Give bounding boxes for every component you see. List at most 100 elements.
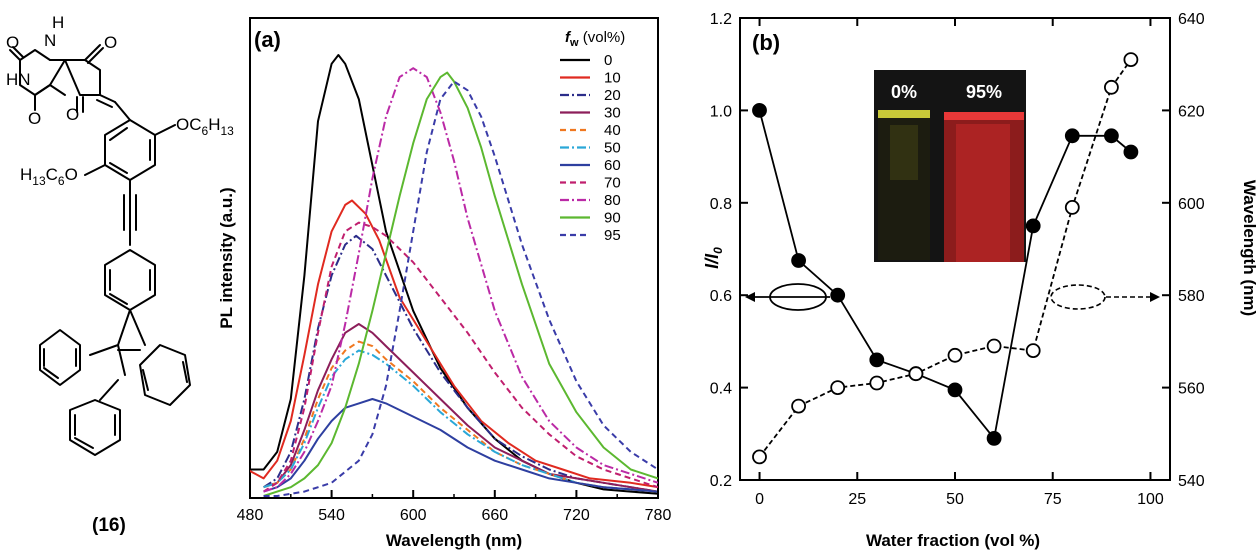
wavelength-point-95 <box>1123 52 1139 67</box>
panel-a-x-tick-label: 540 <box>318 507 345 524</box>
intensity-ratio-point-30 <box>869 352 885 368</box>
atom-label-o-top-left: O <box>6 33 19 52</box>
inset-label-0-percent: 0% <box>891 82 917 102</box>
phenyl-ring-right <box>139 344 191 406</box>
panel-b-x-tick-label: 25 <box>848 491 866 508</box>
panel-a-x-ticks: 480 540 600 660 720 780 <box>237 490 672 524</box>
series-line-wavelength <box>758 59 1132 458</box>
substituent-label-h13c6o: H13C6O <box>20 165 78 188</box>
panel-b-left-tick-label: 0.4 <box>710 381 732 398</box>
chemical-structure <box>9 44 191 456</box>
alkyne-bond <box>123 179 137 246</box>
legend-label-fw-70: 70 <box>604 175 621 192</box>
pl-spectrum-fw-0 <box>250 54 658 495</box>
panel-b-right-tick-label: 620 <box>1178 103 1205 120</box>
pl-spectrum-fw-20 <box>263 234 658 493</box>
panel-b-right-tick-label: 540 <box>1178 473 1205 490</box>
atom-label-o-top-right: O <box>104 33 117 52</box>
legend-title: fw (vol%) <box>565 29 625 49</box>
atom-label-o-bottom: O <box>66 105 79 124</box>
panel-b: 0 25 50 75 100 0.2 0.4 0.6 0.8 1.0 1.2 540 560 580 600… <box>702 11 1258 550</box>
panel-b-axes: 0 25 50 75 100 0.2 0.4 0.6 0.8 1.0 1.2 540 560 580 600… <box>710 11 1205 508</box>
intensity-ratio-point-10 <box>791 253 806 268</box>
panel-b-left-tick-label: 1.2 <box>710 11 732 28</box>
intensity-ratio-point-70 <box>1025 218 1041 234</box>
panel-b-left-axis-label: I/I0 <box>702 247 725 269</box>
pl-spectrum-fw-90 <box>263 71 658 497</box>
intensity-ratio-point-80 <box>1064 128 1080 144</box>
pl-spectrum-fw-30 <box>263 323 658 493</box>
wavelength-point-70 <box>1025 343 1041 359</box>
inset-photo: 0% 95% <box>874 70 1026 262</box>
intensity-ratio-point-60 <box>986 430 1002 446</box>
wavelength-point-10 <box>791 398 806 414</box>
cuvette-95-percent-glow <box>956 124 1010 262</box>
intensity-ratio-point-20 <box>830 287 846 303</box>
wavelength-point-50 <box>947 347 963 363</box>
panel-b-label: (b) <box>752 30 780 55</box>
panel-b-series-group <box>752 52 1139 465</box>
atom-label-h-top: H <box>52 13 64 32</box>
atom-label-n-top: N <box>44 31 56 50</box>
phenyl-ring-bottom <box>69 399 121 456</box>
pl-spectrum-fw-10 <box>250 199 658 489</box>
wavelength-point-20 <box>830 380 846 396</box>
central-benzene-ring <box>104 119 156 181</box>
wavelength-point-80 <box>1064 199 1080 215</box>
panel-b-x-tick-label: 100 <box>1137 491 1164 508</box>
intensity-ratio-point-90 <box>1104 128 1119 144</box>
panel-b-right-axis-label: Wavelength (nm) <box>1240 180 1258 316</box>
panel-a-x-tick-label: 780 <box>645 507 672 524</box>
panel-b-right-tick-label: 560 <box>1178 381 1205 398</box>
panel-b-right-tick-label: 640 <box>1178 11 1205 28</box>
panel-a-x-tick-label: 600 <box>400 507 427 524</box>
panel-a-series-group <box>250 54 658 497</box>
compound-number: (16) <box>92 515 126 536</box>
legend-label-fw-95: 95 <box>604 227 621 244</box>
panel-b-left-tick-label: 0.8 <box>710 196 732 213</box>
panel-b-x-tick-label: 50 <box>946 491 964 508</box>
atom-label-o-left: O <box>28 109 41 128</box>
wavelength-point-30 <box>869 375 885 391</box>
legend-label-fw-90: 90 <box>604 210 621 227</box>
panel-a-label: (a) <box>254 27 281 52</box>
panel-b-left-tick-label: 0.6 <box>710 288 732 305</box>
pl-spectrum-fw-70 <box>263 221 658 493</box>
pl-spectrum-fw-40 <box>263 340 658 493</box>
pl-spectrum-fw-80 <box>263 67 658 493</box>
cuvette-0-percent-meniscus <box>878 110 930 118</box>
wavelength-point-0 <box>752 449 767 465</box>
legend-label-fw-0: 0 <box>604 52 612 69</box>
inset-label-95-percent: 95% <box>966 82 1002 102</box>
legend-label-fw-40: 40 <box>604 122 621 139</box>
legend-label-fw-30: 30 <box>604 105 621 122</box>
panel-b-right-tick-label: 580 <box>1178 288 1205 305</box>
legend-label-fw-50: 50 <box>604 140 621 157</box>
legend-label-fw-80: 80 <box>604 192 621 209</box>
panel-b-x-tick-label: 0 <box>755 491 764 508</box>
legend-label-fw-10: 10 <box>604 70 621 87</box>
pl-spectrum-fw-60 <box>263 398 658 493</box>
wavelength-point-60 <box>986 338 1002 354</box>
cuvette-0-percent-glow <box>890 125 918 180</box>
intensity-ratio-point-0 <box>752 103 767 118</box>
wavelength-point-40 <box>908 366 924 382</box>
substituent-label-oc6h13: OC6H13 <box>176 115 234 138</box>
panel-a: 480 540 600 660 720 780 (a) Wavelength (nm) P… <box>217 17 672 550</box>
panel-b-left-tick-label: 0.2 <box>710 473 732 490</box>
panel-a-y-axis-label: PL intensity (a.u.) <box>217 187 236 328</box>
axis-indicator-left <box>745 283 830 311</box>
intensity-ratio-point-95 <box>1123 144 1139 160</box>
intensity-ratio-point-50 <box>947 382 963 398</box>
atom-label-nh-left: HN <box>6 70 31 89</box>
panel-a-x-tick-label: 720 <box>563 507 590 524</box>
pl-spectrum-fw-95 <box>263 80 658 497</box>
panel-b-x-tick-label: 75 <box>1044 491 1062 508</box>
linker-benzene-ring <box>104 249 156 311</box>
cuvette-95-percent-meniscus <box>944 112 1024 120</box>
panel-a-x-tick-label: 480 <box>237 507 264 524</box>
panel-b-x-axis-label: Water fraction (vol %) <box>866 531 1040 550</box>
